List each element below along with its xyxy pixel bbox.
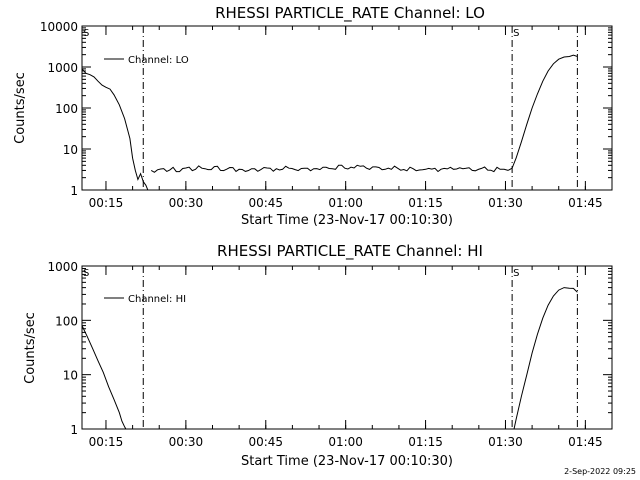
x-axis-hi: 00:15 00:30 00:45 01:00 01:15 01:30 01:45 <box>89 266 613 449</box>
x-tick-label: 01:15 <box>408 435 443 449</box>
x-tick-label: 01:45 <box>568 435 603 449</box>
y-axis-lo: 1 10 100 1000 10000 <box>40 20 612 198</box>
chart-title-lo: RHESSI PARTICLE_RATE Channel: LO <box>215 4 485 23</box>
event-marker-label: S <box>513 268 519 279</box>
plot-frame-hi <box>81 265 613 430</box>
chart-title-hi: RHESSI PARTICLE_RATE Channel: HI <box>217 242 483 261</box>
x-tick-label: 01:30 <box>488 196 523 210</box>
y-tick-label: 10 <box>63 369 78 383</box>
x-axis-lo: 00:15 00:30 00:45 01:00 01:15 01:30 01:45 <box>89 26 613 210</box>
panel-lo: RHESSI PARTICLE_RATE Channel: LO 00:15 00… <box>13 4 613 228</box>
legend-label-hi: Channel: HI <box>128 294 186 305</box>
legend-label-lo: Channel: LO <box>128 55 189 66</box>
series-line-segment <box>82 325 127 429</box>
y-tick-label: 1000 <box>47 61 78 75</box>
event-marker-label: S <box>513 28 519 39</box>
x-axis-label-hi: Start Time (23-Nov-17 00:10:30) <box>241 454 453 469</box>
y-tick-label: 1 <box>70 184 78 198</box>
x-tick-label: 00:45 <box>248 196 283 210</box>
series-line-segment <box>150 164 509 173</box>
x-tick-label: 00:30 <box>169 196 204 210</box>
event-marker-label: S <box>83 268 89 279</box>
series-hi <box>82 287 578 429</box>
y-tick-label: 100 <box>55 102 78 116</box>
series-line-segment <box>513 287 578 429</box>
y-axis-label-lo: Counts/sec <box>13 72 28 144</box>
x-axis-label-lo: Start Time (23-Nov-17 00:10:30) <box>241 213 453 228</box>
y-tick-label: 1000 <box>47 260 78 274</box>
legend-hi: Channel: HI <box>104 294 186 305</box>
y-tick-label: 1 <box>70 423 78 437</box>
footer-timestamp: 2-Sep-2022 09:25 <box>564 467 636 476</box>
y-tick-label: 10000 <box>40 20 78 34</box>
x-tick-label: 01:00 <box>328 435 363 449</box>
y-tick-label: 10 <box>63 143 78 157</box>
series-line-segment <box>82 68 149 190</box>
x-tick-label: 00:45 <box>248 435 283 449</box>
x-tick-label: 00:15 <box>89 196 124 210</box>
x-tick-label: 00:30 <box>169 435 204 449</box>
x-tick-label: 01:00 <box>328 196 363 210</box>
panel-hi: RHESSI PARTICLE_RATE Channel: HI 00:15 00… <box>23 242 613 469</box>
legend-lo: Channel: LO <box>104 55 189 66</box>
series-line-segment <box>507 54 578 171</box>
event-marker-label: S <box>83 28 89 39</box>
y-axis-hi: 1 10 100 1000 <box>47 260 612 437</box>
x-tick-label: 00:15 <box>89 435 124 449</box>
series-lo <box>82 54 578 190</box>
y-axis-label-hi: Counts/sec <box>23 312 38 384</box>
x-tick-label: 01:30 <box>488 435 523 449</box>
y-tick-label: 100 <box>55 314 78 328</box>
x-tick-label: 01:45 <box>568 196 603 210</box>
x-tick-label: 01:15 <box>408 196 443 210</box>
